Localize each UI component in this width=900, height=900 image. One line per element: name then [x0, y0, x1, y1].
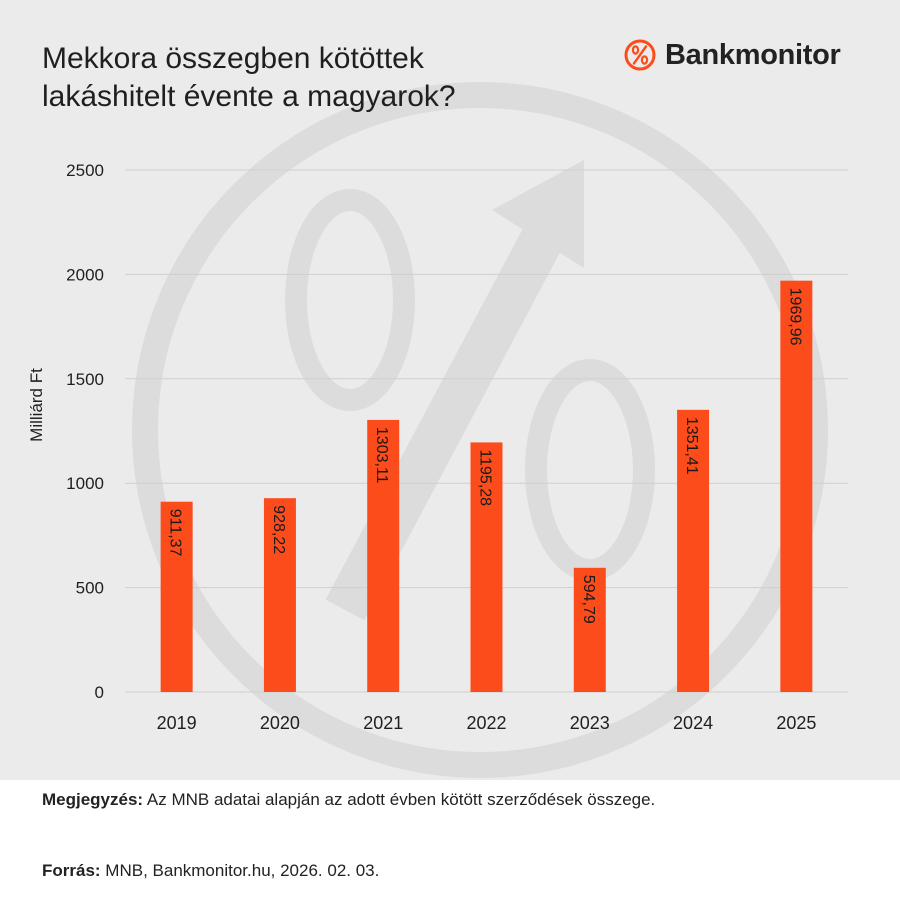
y-tick-label: 2000: [66, 265, 104, 284]
data-label: 1969,96: [786, 288, 803, 346]
brand-name: Bankmonitor: [665, 38, 841, 71]
chart-title-line: Mekkora összegben kötöttek: [42, 42, 424, 75]
y-axis-label: Milliárd Ft: [27, 368, 46, 442]
bar-2025: [780, 280, 813, 692]
data-label: 928,22: [270, 505, 287, 554]
y-tick-label: 500: [76, 579, 104, 598]
percent-circle-icon: [624, 39, 656, 71]
x-tick-label: 2024: [673, 713, 713, 733]
footnote-text: Az MNB adatai alapján az adott évben köt…: [143, 790, 656, 809]
source-label: Forrás:: [42, 861, 101, 880]
y-tick-label: 0: [95, 683, 104, 702]
chart-panel: 0 500 1000 1500 2000 2500 911,37 928,22 1303,11…: [0, 0, 900, 780]
footnote-label: Megjegyzés:: [42, 790, 144, 809]
footer: Megjegyzés: Az MNB adatai alapján az ado…: [0, 780, 900, 900]
data-label: 1303,11: [373, 427, 390, 484]
source-line: Forrás: MNB, Bankmonitor.hu, 2026. 02. 0…: [42, 861, 379, 881]
bar-2022: [470, 442, 503, 692]
source-text: MNB, Bankmonitor.hu, 2026. 02. 03.: [100, 861, 380, 880]
bar-2023: [573, 567, 606, 692]
chart-title: Mekkora összegben kötöttek lakáshitelt é…: [42, 40, 602, 116]
x-tick-label: 2025: [776, 713, 816, 733]
data-label: 911,37: [167, 509, 184, 557]
x-tick-label: 2020: [260, 713, 300, 733]
x-tick-label: 2023: [570, 713, 610, 733]
bankmonitor-logo: Bankmonitor: [624, 38, 841, 72]
bar-2020: [263, 498, 296, 692]
data-label: 1351,41: [683, 417, 700, 475]
bar-2024: [677, 409, 710, 692]
x-tick-label: 2021: [363, 713, 403, 733]
footnote: Megjegyzés: Az MNB adatai alapján az ado…: [42, 790, 655, 810]
data-label: 1195,28: [477, 449, 494, 506]
chart-title-line: lakáshitelt évente a magyarok?: [42, 80, 456, 113]
y-tick-label: 2500: [66, 161, 104, 180]
y-tick-label: 1000: [66, 474, 104, 493]
chart: 0 500 1000 1500 2000 2500 911,37 928,22 1303,11…: [27, 82, 848, 778]
y-tick-label: 1500: [66, 370, 104, 389]
x-tick-label: 2019: [157, 713, 197, 733]
x-tick-label: 2022: [466, 713, 506, 733]
bar-2019: [160, 501, 193, 692]
data-label: 594,79: [580, 575, 597, 624]
bar-2021: [367, 419, 400, 692]
